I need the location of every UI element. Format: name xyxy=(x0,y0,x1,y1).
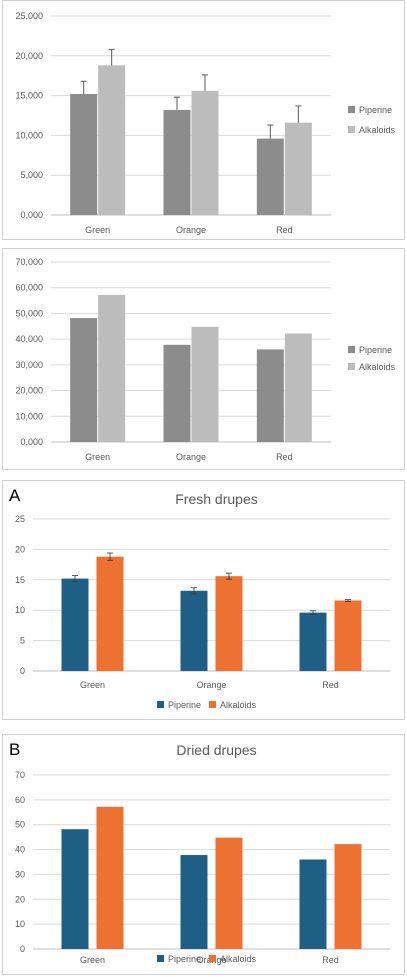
y-tick-label: 10,000 xyxy=(15,130,43,140)
y-tick-label: 15,000 xyxy=(15,91,43,101)
bar-piperine-orange xyxy=(180,590,208,671)
y-tick-label: 20 xyxy=(15,894,25,904)
bar-piperine-orange xyxy=(163,109,191,215)
y-tick-label: 5,000 xyxy=(20,170,43,180)
x-category-label: Orange xyxy=(196,680,226,690)
legend-swatch-piperine xyxy=(157,701,164,708)
legend-label-piperine: Piperine xyxy=(359,105,392,115)
x-category-label: Orange xyxy=(176,452,206,462)
y-tick-label: 30,000 xyxy=(15,360,43,370)
x-category-label: Red xyxy=(322,955,339,965)
y-tick-label: 30 xyxy=(15,869,25,879)
bar-alkaloids-green xyxy=(96,806,124,949)
legend-label-piperine: Piperine xyxy=(359,345,392,355)
y-tick-label: 40 xyxy=(15,845,25,855)
bar-alkaloids-red xyxy=(334,600,362,671)
chart-3-svg: A Fresh drupes 0 5 10 15 20 25 Green Orange Red Pip… xyxy=(9,486,390,710)
legend-label-alkaloids: Alkaloids xyxy=(359,362,396,372)
y-tick-label: 70 xyxy=(15,770,25,780)
y-tick-label: 0 xyxy=(20,944,25,954)
y-tick-label: 20 xyxy=(15,544,25,554)
legend-swatch-piperine xyxy=(157,955,164,962)
chart-2-svg: 0,000 10,000 20,000 30,000 40,000 50,000 60,00… xyxy=(15,257,396,462)
chart-1-svg: 0,000 5,000 10,000 15,000 20,000 25,000 Green O… xyxy=(15,11,396,235)
chart-panel-3: A Fresh drupes 0 5 10 15 20 25 Green Orange Red Pip… xyxy=(2,480,405,720)
bar-piperine-red xyxy=(299,612,327,671)
y-tick-label: 0,000 xyxy=(20,437,43,447)
y-tick-label: 25,000 xyxy=(15,11,43,21)
y-tick-label: 10 xyxy=(15,605,25,615)
chart-panel-2: 0,000 10,000 20,000 30,000 40,000 50,000 60,00… xyxy=(2,248,405,470)
legend-swatch-alkaloids xyxy=(209,955,216,962)
chart-panel-1: 0,000 5,000 10,000 15,000 20,000 25,000 Green O… xyxy=(2,0,405,240)
bar-alkaloids-orange xyxy=(215,837,243,949)
bar-piperine-red xyxy=(299,859,327,949)
panel-label: B xyxy=(9,740,20,759)
y-tick-label: 60,000 xyxy=(15,283,43,293)
legend-swatch-piperine xyxy=(348,346,355,353)
y-tick-label: 15 xyxy=(15,575,25,585)
bar-alkaloids-orange xyxy=(191,90,219,215)
x-category-label: Red xyxy=(322,680,339,690)
panel-label: A xyxy=(9,486,21,505)
x-category-label: Green xyxy=(85,452,110,462)
legend-label-piperine: Piperine xyxy=(168,700,201,710)
bar-alkaloids-orange xyxy=(191,326,219,442)
bar-piperine-green xyxy=(61,578,89,671)
legend-swatch-alkaloids xyxy=(209,701,216,708)
y-tick-label: 25 xyxy=(15,514,25,524)
y-tick-label: 50 xyxy=(15,820,25,830)
bar-alkaloids-red xyxy=(284,333,312,442)
chart-title: Dried drupes xyxy=(176,742,256,758)
y-tick-label: 10,000 xyxy=(15,411,43,421)
x-category-label: Green xyxy=(80,680,105,690)
bar-piperine-red xyxy=(256,349,284,442)
x-category-label: Green xyxy=(85,225,110,235)
bar-piperine-green xyxy=(70,318,98,442)
chart-title: Fresh drupes xyxy=(175,491,257,507)
y-tick-label: 70,000 xyxy=(15,257,43,267)
legend-label-alkaloids: Alkaloids xyxy=(359,125,396,135)
y-tick-label: 0,000 xyxy=(20,210,43,220)
bar-alkaloids-red xyxy=(284,122,312,215)
y-tick-label: 60 xyxy=(15,795,25,805)
bar-piperine-green xyxy=(70,94,98,215)
y-tick-label: 10 xyxy=(15,919,25,929)
bar-piperine-red xyxy=(256,138,284,215)
legend-label-piperine: Piperine xyxy=(168,954,201,964)
x-category-label: Red xyxy=(276,452,293,462)
x-category-label: Orange xyxy=(176,225,206,235)
bar-piperine-green xyxy=(61,829,89,949)
y-tick-label: 40,000 xyxy=(15,334,43,344)
bar-alkaloids-orange xyxy=(215,576,243,671)
bar-piperine-orange xyxy=(180,855,208,949)
bar-alkaloids-green xyxy=(98,294,126,442)
legend-swatch-alkaloids xyxy=(348,363,355,370)
y-tick-label: 5 xyxy=(20,636,25,646)
y-tick-label: 20,000 xyxy=(15,51,43,61)
legend-label-alkaloids: Alkaloids xyxy=(220,954,257,964)
legend-label-alkaloids: Alkaloids xyxy=(220,700,257,710)
bar-piperine-orange xyxy=(163,344,191,442)
legend-swatch-piperine xyxy=(348,106,355,113)
bar-alkaloids-red xyxy=(334,844,362,949)
y-tick-label: 0 xyxy=(20,666,25,676)
x-category-label: Green xyxy=(80,955,105,965)
y-tick-label: 50,000 xyxy=(15,308,43,318)
bar-alkaloids-green xyxy=(96,556,124,671)
x-category-label: Red xyxy=(276,225,293,235)
legend-swatch-alkaloids xyxy=(348,126,355,133)
bar-alkaloids-green xyxy=(98,65,126,216)
y-tick-label: 20,000 xyxy=(15,386,43,396)
